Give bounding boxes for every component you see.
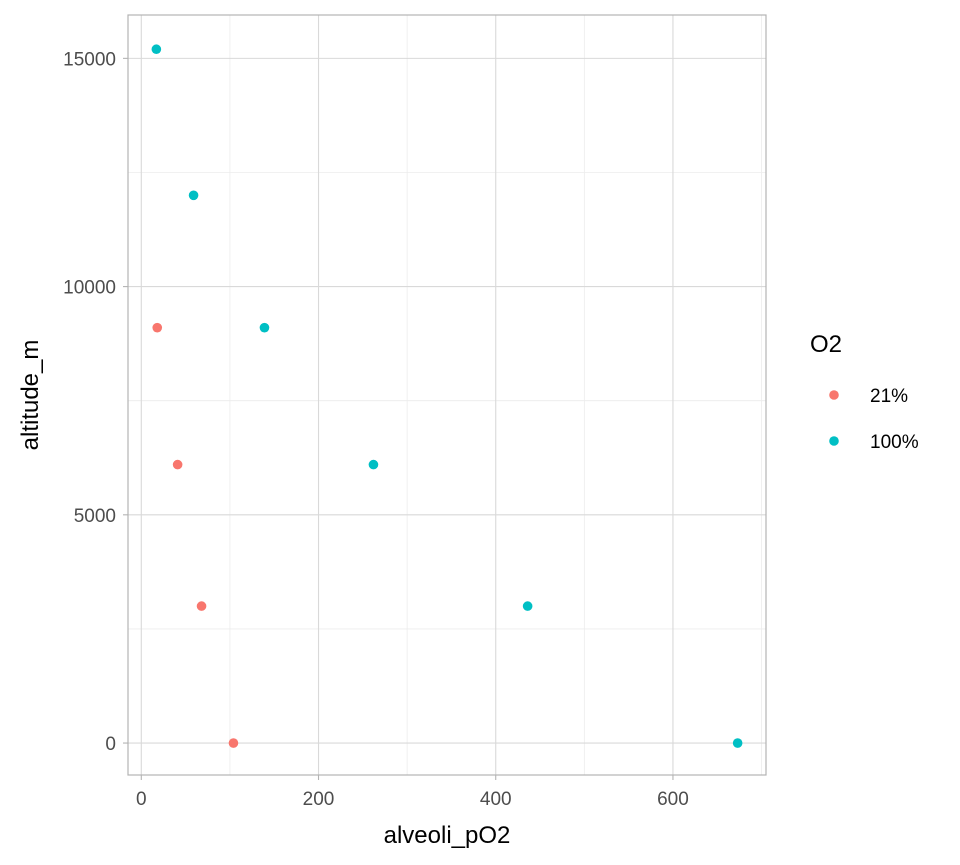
data-point bbox=[196, 601, 207, 611]
legend-items: 21% 100% bbox=[829, 386, 919, 453]
data-point bbox=[259, 322, 270, 333]
x-tick-label: 400 bbox=[480, 789, 512, 810]
x-axis-title: alveoli_pO2 bbox=[384, 822, 511, 849]
legend-title: O2 bbox=[810, 331, 842, 358]
data-point bbox=[188, 190, 199, 201]
legend-label: 21% bbox=[870, 386, 908, 407]
data-point bbox=[151, 44, 162, 55]
data-point bbox=[152, 322, 163, 333]
data-point bbox=[228, 738, 239, 748]
y-axis-title: altitude_m bbox=[17, 340, 44, 451]
x-tick-label: 600 bbox=[657, 789, 689, 810]
grid-layer bbox=[128, 15, 766, 775]
x-tick-label: 200 bbox=[303, 789, 335, 810]
legend-key bbox=[829, 390, 839, 400]
y-tick-label: 5000 bbox=[74, 506, 116, 527]
y-tick-label: 15000 bbox=[63, 49, 116, 70]
data-point bbox=[732, 738, 743, 748]
data-point bbox=[522, 601, 533, 611]
ticks-layer: 0 200 400 600 0 5000 10000 15000 bbox=[63, 49, 689, 810]
y-tick-label: 0 bbox=[105, 734, 116, 755]
y-tick-label: 10000 bbox=[63, 278, 116, 299]
legend: O2 21% 100% bbox=[810, 331, 919, 453]
legend-label: 100% bbox=[870, 432, 919, 453]
points-layer bbox=[151, 44, 743, 748]
x-tick-label: 0 bbox=[136, 789, 147, 810]
data-point bbox=[368, 459, 379, 470]
panel-border bbox=[127, 14, 767, 776]
legend-key bbox=[829, 436, 839, 446]
data-point bbox=[172, 459, 183, 470]
